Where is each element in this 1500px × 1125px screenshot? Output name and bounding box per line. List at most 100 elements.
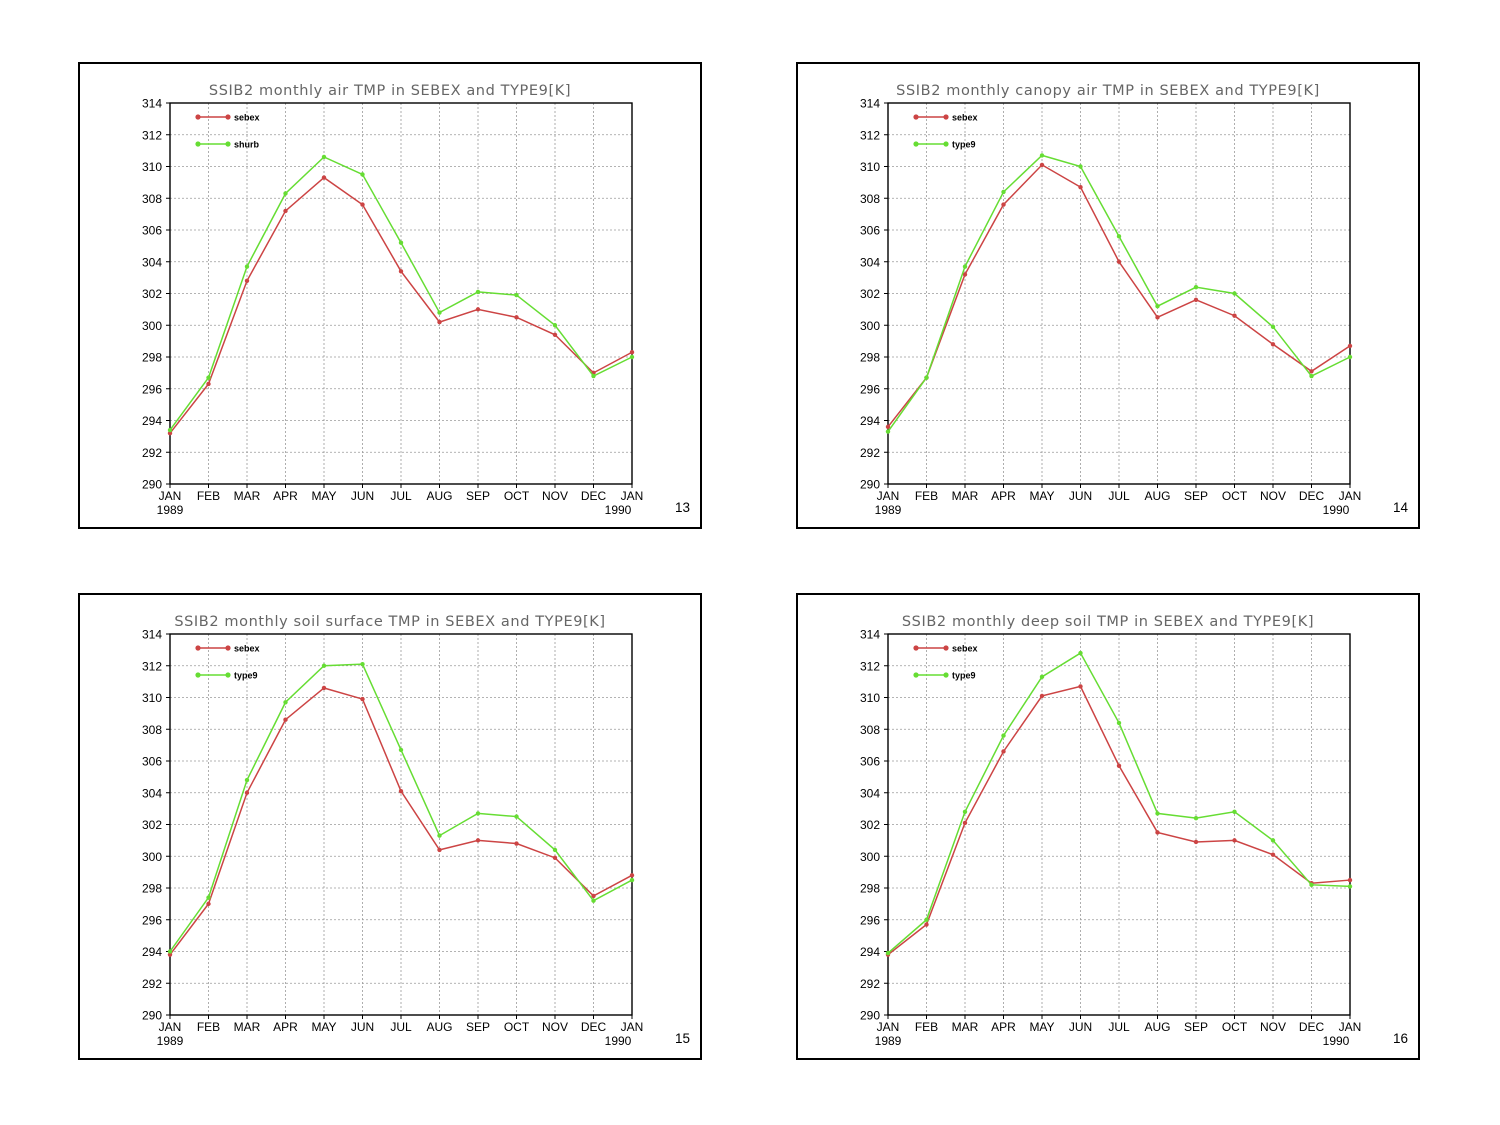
legend-swatch-marker xyxy=(195,141,201,147)
data-point-sebex xyxy=(475,307,481,312)
data-point-sebex xyxy=(1039,693,1045,699)
data-point-sebex xyxy=(1155,830,1160,835)
y-tick-label: 304 xyxy=(860,255,880,269)
legend-item-type9: type9 xyxy=(195,671,258,681)
x-tick-label: JUN xyxy=(1069,1020,1092,1034)
legend-swatch-marker xyxy=(943,645,949,651)
data-point-shurb xyxy=(591,373,596,379)
data-point-type9 xyxy=(1347,354,1353,360)
data-point-type9 xyxy=(167,949,173,954)
x-tick-label: FEB xyxy=(915,489,938,503)
data-point-sebex xyxy=(514,841,519,846)
x-tick-label: JAN xyxy=(1339,489,1362,503)
data-point-shurb xyxy=(514,292,519,298)
x-tick-label: NOV xyxy=(542,489,568,503)
data-point-type9 xyxy=(924,375,929,380)
data-point-sebex xyxy=(1232,838,1237,843)
data-point-type9 xyxy=(885,950,891,956)
data-point-sebex xyxy=(360,202,365,207)
data-point-sebex xyxy=(1193,839,1199,845)
x-tick-label: OCT xyxy=(1222,1020,1248,1034)
data-point-sebex xyxy=(398,788,404,794)
data-point-sebex xyxy=(398,269,404,274)
y-tick-label: 298 xyxy=(860,351,880,365)
data-point-shurb xyxy=(321,154,327,160)
x-tick-label: DEC xyxy=(1299,489,1325,503)
x-tick-label: MAY xyxy=(1029,489,1054,503)
y-tick-label: 308 xyxy=(142,192,162,206)
data-point-type9 xyxy=(1078,164,1083,169)
data-point-sebex xyxy=(591,893,596,899)
data-point-shurb xyxy=(629,354,635,360)
x-tick-label: FEB xyxy=(197,1020,220,1034)
series-type9 xyxy=(167,661,635,954)
legend-label: type9 xyxy=(234,671,258,681)
data-point-type9 xyxy=(1193,815,1199,821)
y-tick-label: 308 xyxy=(860,192,880,206)
data-point-type9 xyxy=(206,895,211,900)
data-point-shurb xyxy=(475,289,481,295)
data-point-sebex xyxy=(1001,749,1006,754)
series-sebex xyxy=(885,684,1353,957)
legend-label: sebex xyxy=(234,113,260,123)
data-point-type9 xyxy=(1193,284,1199,290)
data-point-type9 xyxy=(1001,733,1006,738)
data-point-type9 xyxy=(1155,811,1160,816)
series-sebex xyxy=(885,162,1353,430)
data-point-sebex xyxy=(1347,343,1353,349)
x-tick-label: AUG xyxy=(1144,489,1170,503)
y-tick-label: 312 xyxy=(142,659,162,673)
y-tick-label: 300 xyxy=(860,319,880,333)
legend-swatch-marker xyxy=(943,114,949,120)
x-tick-label: NOV xyxy=(1260,489,1286,503)
data-point-sebex xyxy=(360,696,365,702)
legend-label: shurb xyxy=(234,140,260,150)
x-tick-label: JAN xyxy=(159,489,182,503)
y-tick-label: 294 xyxy=(860,945,880,959)
y-tick-label: 312 xyxy=(142,128,162,142)
chart-svg: SSIB2 monthly air TMP in SEBEX and TYPE9… xyxy=(142,83,690,517)
y-tick-label: 306 xyxy=(860,224,880,238)
data-point-shurb xyxy=(206,375,211,380)
data-point-sebex xyxy=(1001,202,1006,207)
data-point-sebex xyxy=(1270,852,1276,857)
data-point-type9 xyxy=(962,264,968,269)
page-number: 16 xyxy=(1393,1031,1408,1046)
data-point-sebex xyxy=(283,717,288,722)
data-point-type9 xyxy=(1001,189,1006,195)
x-tick-label: APR xyxy=(991,489,1016,503)
data-point-type9 xyxy=(591,898,596,903)
y-tick-label: 310 xyxy=(860,160,880,174)
x-tick-label: AUG xyxy=(1144,1020,1170,1034)
legend-item-sebex: sebex xyxy=(195,113,260,123)
data-point-sebex xyxy=(629,873,635,878)
x-tick-label: MAR xyxy=(234,489,261,503)
data-point-shurb xyxy=(360,172,365,177)
x-tick-label: JUN xyxy=(351,489,374,503)
y-tick-label: 310 xyxy=(142,160,162,174)
y-tick-label: 290 xyxy=(860,478,880,492)
data-point-shurb xyxy=(398,240,404,245)
data-point-sebex xyxy=(437,319,442,325)
data-point-sebex xyxy=(1078,184,1083,190)
series-type9 xyxy=(885,650,1353,956)
data-point-sebex xyxy=(206,381,211,387)
data-point-shurb xyxy=(167,427,173,433)
y-tick-label: 296 xyxy=(860,382,880,396)
data-point-shurb xyxy=(437,310,442,315)
data-point-type9 xyxy=(321,663,327,668)
legend-label: sebex xyxy=(952,644,978,654)
x-tick-label: DEC xyxy=(1299,1020,1325,1034)
x-tick-label: MAR xyxy=(952,489,979,503)
data-point-type9 xyxy=(552,847,558,853)
data-point-type9 xyxy=(629,877,635,883)
legend-item-sebex: sebex xyxy=(913,113,978,123)
chart-panel-canopy-air-tmp: SSIB2 monthly canopy air TMP in SEBEX an… xyxy=(796,62,1420,529)
x-tick-label: MAY xyxy=(311,1020,336,1034)
x-tick-label: SEP xyxy=(466,1020,490,1034)
data-point-type9 xyxy=(924,917,929,922)
x-tick-label: FEB xyxy=(915,1020,938,1034)
y-tick-label: 312 xyxy=(860,659,880,673)
x-tick-label: NOV xyxy=(1260,1020,1286,1034)
data-point-sebex xyxy=(206,901,211,907)
